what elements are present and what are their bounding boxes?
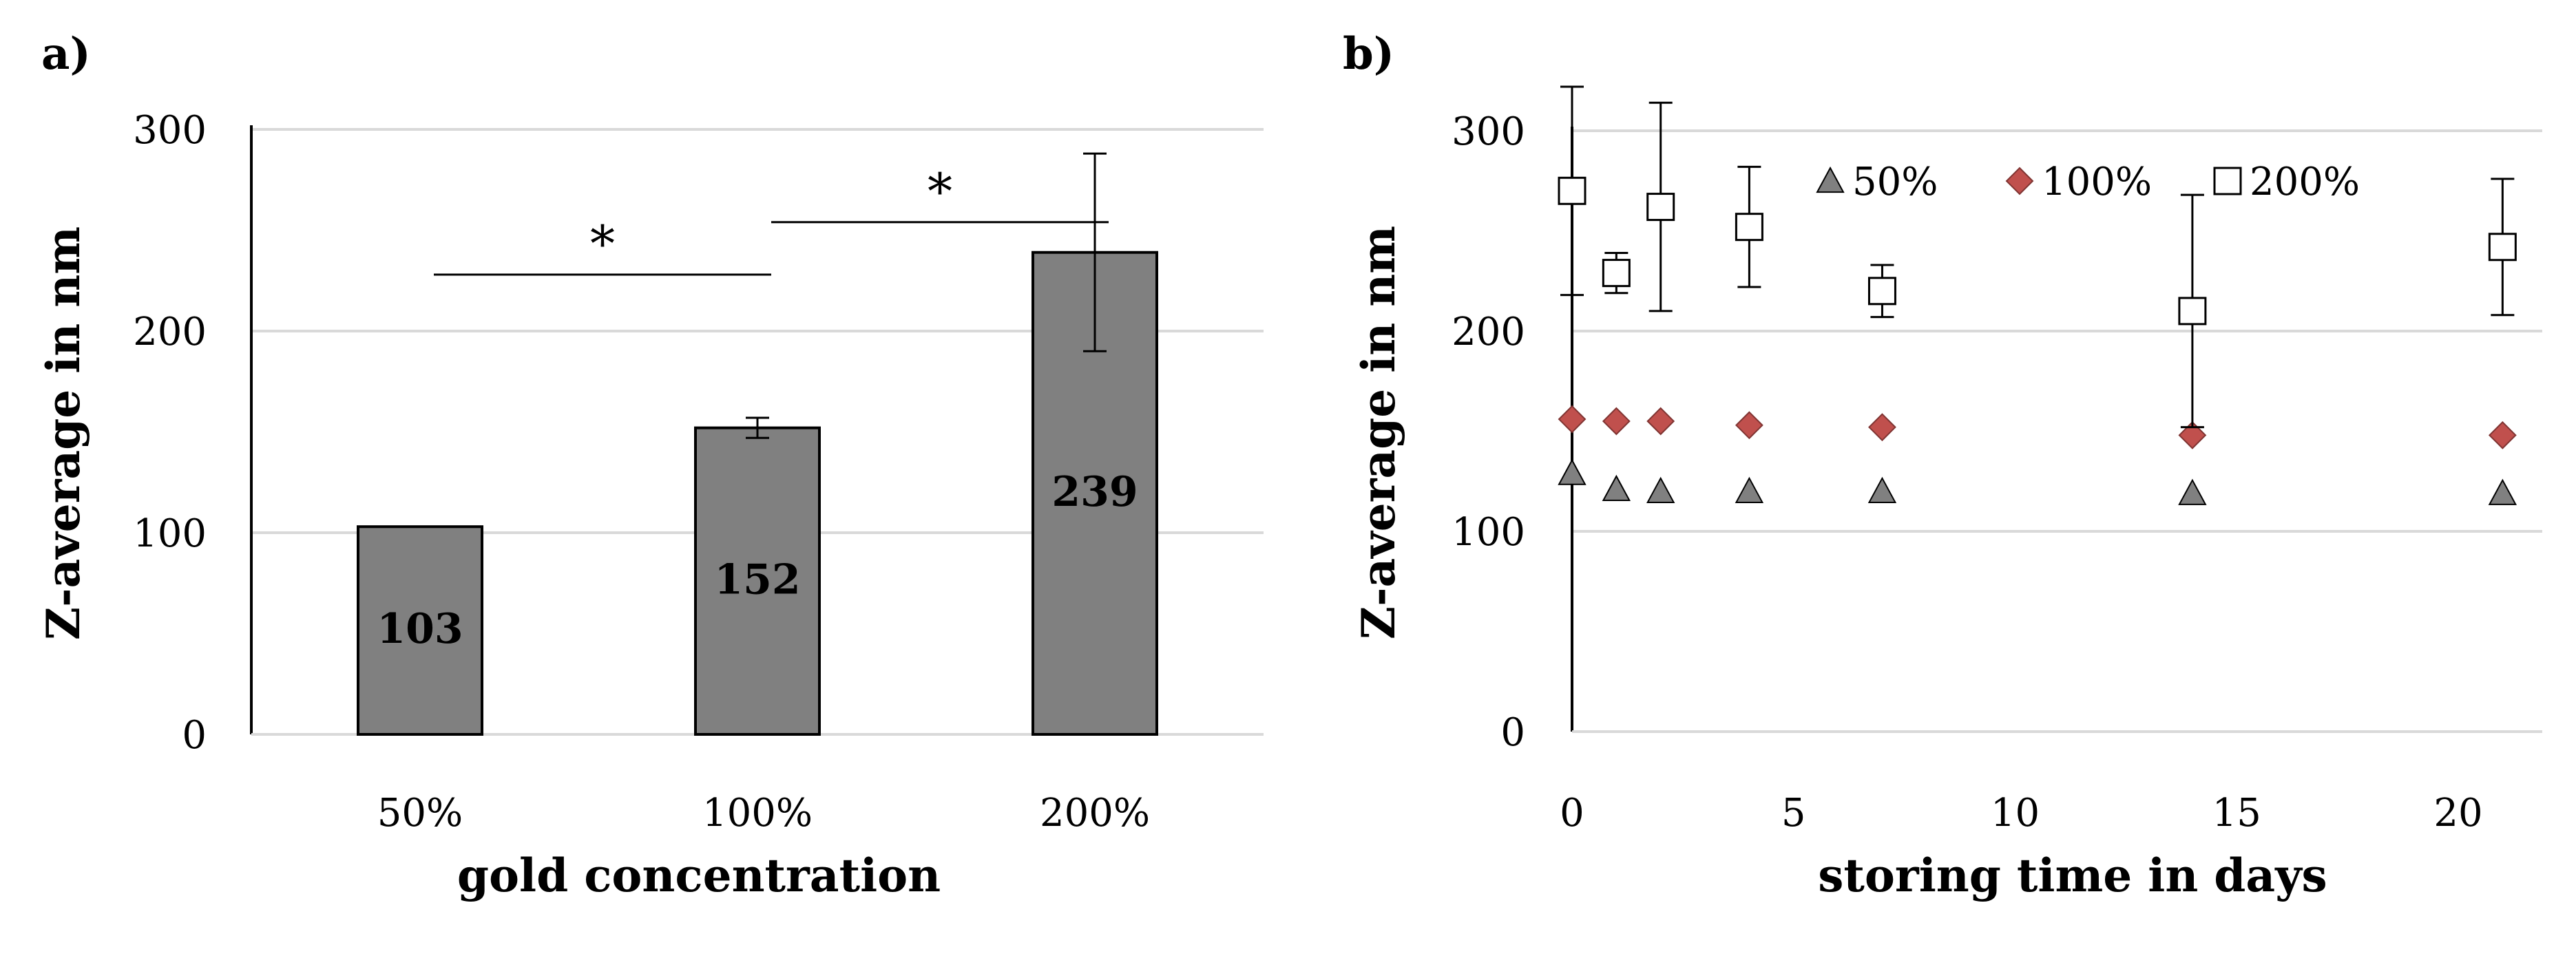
point-diamond xyxy=(1646,407,1675,436)
significance-star: * xyxy=(590,215,615,273)
panel-b-label: b) xyxy=(1343,28,1394,80)
point-triangle xyxy=(1735,476,1764,503)
y-axis-title: Z-average in nm xyxy=(1352,226,1405,639)
legend-marker-diamond xyxy=(2005,167,2034,195)
legend-label: 200% xyxy=(2250,160,2360,204)
bar-value-label: 239 xyxy=(1051,468,1138,516)
y-tick-label: 200 xyxy=(133,310,207,354)
scatter-chart-panel: 0 100 200 300 0 5 10 15 20 50% 100% 200% storing tim… xyxy=(1352,85,2542,902)
point-square xyxy=(1646,193,1675,222)
point-triangle xyxy=(2178,478,2207,505)
legend-marker-triangle xyxy=(1816,166,1845,193)
legend-label: 50% xyxy=(1852,160,1938,204)
x-axis-title: gold concentration xyxy=(457,849,941,902)
legend-label: 100% xyxy=(2042,160,2152,204)
legend-marker-square xyxy=(2213,167,2242,195)
y-tick-label: 0 xyxy=(1500,710,1525,755)
y-tick-label: 100 xyxy=(133,511,207,556)
point-diamond xyxy=(1602,407,1631,436)
bar-chart-panel: 0 100 200 300 103 50% 152 100% 239 200% * * gold con… xyxy=(36,108,1264,902)
y-tick-label: 200 xyxy=(1452,310,1525,354)
panel-a-label: a) xyxy=(41,28,91,80)
point-triangle xyxy=(1602,474,1631,502)
point-triangle xyxy=(1558,458,1587,485)
x-category-label: 100% xyxy=(702,791,813,836)
x-tick-label: 20 xyxy=(2433,791,2482,836)
point-diamond xyxy=(2178,421,2207,449)
point-square xyxy=(2178,297,2207,326)
x-tick-label: 10 xyxy=(1991,791,2040,836)
point-diamond xyxy=(1735,411,1763,440)
point-diamond xyxy=(2488,421,2517,449)
y-axis-title: Z-average in nm xyxy=(36,226,90,640)
bar xyxy=(694,426,821,736)
significance-star: * xyxy=(928,162,952,220)
x-tick-label: 0 xyxy=(1560,791,1584,836)
point-square xyxy=(1735,213,1763,242)
x-axis-title: storing time in days xyxy=(1818,849,2327,902)
y-tick-label: 100 xyxy=(1452,510,1525,555)
bar-value-label: 152 xyxy=(714,555,800,604)
bar-value-label: 103 xyxy=(377,605,463,653)
point-square xyxy=(1558,176,1587,205)
x-tick-label: 15 xyxy=(2212,791,2261,836)
y-tick-label: 300 xyxy=(1452,109,1525,154)
point-square xyxy=(2488,233,2517,262)
point-square xyxy=(1602,259,1631,288)
bar xyxy=(357,525,483,736)
x-category-label: 50% xyxy=(377,791,463,836)
y-tick-label: 0 xyxy=(182,713,207,758)
point-diamond xyxy=(1558,405,1587,434)
y-tick-label: 300 xyxy=(133,108,207,153)
point-square xyxy=(1867,277,1896,306)
point-triangle xyxy=(1867,476,1897,503)
point-triangle xyxy=(1646,476,1675,503)
x-tick-label: 5 xyxy=(1781,791,1806,836)
point-diamond xyxy=(1868,413,1896,442)
point-triangle xyxy=(2488,478,2517,505)
x-category-label: 200% xyxy=(1040,791,1150,836)
